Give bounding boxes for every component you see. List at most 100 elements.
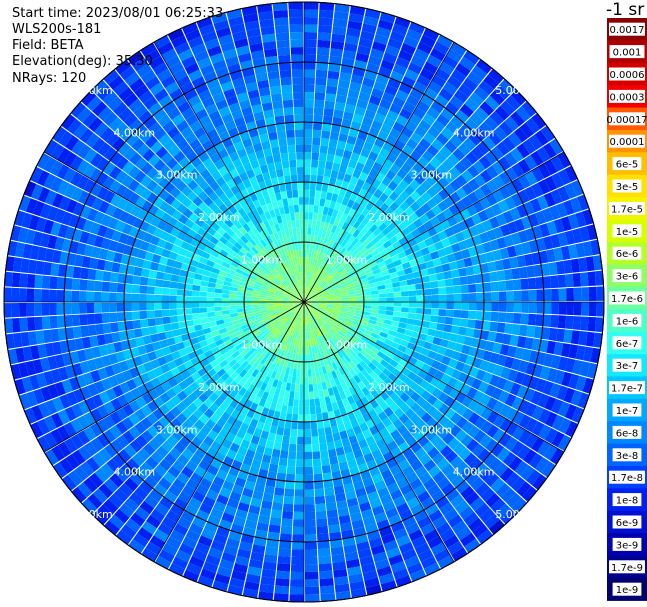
data-bin	[180, 126, 194, 139]
data-bin	[108, 292, 117, 302]
data-bin	[294, 315, 299, 323]
data-bin	[319, 335, 325, 343]
data-bin	[502, 210, 514, 224]
data-bin	[258, 249, 267, 258]
data-bin	[443, 171, 456, 184]
data-bin	[320, 450, 329, 459]
data-bin	[308, 272, 312, 281]
data-bin	[349, 580, 365, 591]
data-bin	[408, 529, 424, 542]
data-bin	[402, 447, 415, 459]
data-bin	[174, 373, 185, 384]
data-bin	[213, 302, 222, 307]
data-bin	[241, 339, 250, 347]
data-bin	[308, 249, 312, 258]
data-bin	[192, 279, 202, 286]
data-bin	[346, 342, 355, 350]
data-bin	[511, 193, 523, 207]
data-bin	[110, 272, 119, 283]
data-bin	[308, 289, 314, 297]
data-bin	[453, 285, 462, 294]
data-bin	[557, 356, 569, 371]
data-bin	[399, 108, 413, 120]
data-bin	[530, 150, 544, 167]
data-bin	[340, 65, 353, 75]
data-bin	[257, 335, 265, 343]
data-bin	[344, 388, 352, 398]
data-bin	[72, 266, 82, 279]
data-bin	[267, 70, 280, 80]
data-bin	[86, 95, 102, 112]
data-bin	[407, 167, 419, 179]
data-bin	[505, 422, 519, 436]
data-bin	[59, 458, 74, 474]
data-bin	[524, 186, 537, 201]
data-bin	[509, 334, 519, 347]
data-bin	[530, 390, 543, 405]
data-bin	[369, 224, 378, 233]
data-bin	[361, 23, 377, 34]
data-bin	[365, 220, 374, 230]
data-bin	[575, 242, 586, 258]
data-bin	[350, 442, 361, 452]
data-bin	[326, 305, 334, 309]
data-bin	[41, 316, 51, 330]
data-bin	[371, 415, 382, 426]
data-bin	[368, 350, 377, 359]
data-bin	[437, 555, 454, 569]
data-bin	[357, 271, 366, 278]
data-bin	[255, 280, 263, 286]
data-bin	[431, 490, 446, 503]
data-bin	[401, 227, 411, 237]
data-bin	[370, 236, 380, 246]
data-bin	[200, 280, 209, 287]
data-bin	[536, 146, 551, 163]
data-bin	[226, 178, 237, 189]
data-bin	[414, 447, 427, 460]
data-bin	[412, 162, 424, 174]
data-bin	[382, 274, 391, 281]
data-bin	[277, 348, 283, 357]
data-bin	[545, 411, 558, 428]
data-bin	[281, 299, 290, 302]
data-bin	[312, 313, 319, 321]
data-bin	[331, 370, 338, 379]
data-bin	[516, 143, 530, 159]
data-bin	[47, 206, 59, 221]
data-bin	[382, 500, 396, 512]
data-bin	[412, 325, 422, 333]
data-bin	[213, 297, 222, 302]
data-bin	[444, 316, 454, 325]
data-bin	[401, 75, 416, 88]
data-bin	[378, 148, 390, 159]
data-bin	[331, 33, 346, 43]
data-bin	[201, 96, 215, 109]
data-bin	[261, 407, 270, 417]
data-bin	[316, 213, 323, 222]
data-bin	[461, 395, 473, 408]
data-bin	[66, 391, 78, 406]
data-bin	[405, 323, 414, 331]
data-bin	[405, 436, 418, 448]
data-bin	[443, 270, 453, 280]
data-bin	[321, 315, 329, 321]
data-bin	[325, 307, 333, 312]
data-bin	[140, 319, 149, 328]
data-bin	[324, 426, 333, 436]
data-bin	[168, 344, 178, 354]
data-bin	[565, 358, 576, 373]
data-bin	[294, 331, 298, 339]
data-bin	[190, 238, 200, 248]
data-bin	[311, 428, 319, 437]
data-bin	[507, 369, 518, 382]
data-bin	[454, 129, 468, 143]
data-bin	[337, 255, 344, 263]
data-bin	[245, 82, 258, 92]
data-bin	[188, 212, 199, 223]
data-bin	[360, 148, 371, 158]
data-bin	[528, 134, 543, 150]
data-bin	[71, 187, 84, 202]
data-bin	[325, 292, 333, 297]
data-bin	[467, 517, 484, 532]
data-bin	[314, 227, 320, 236]
